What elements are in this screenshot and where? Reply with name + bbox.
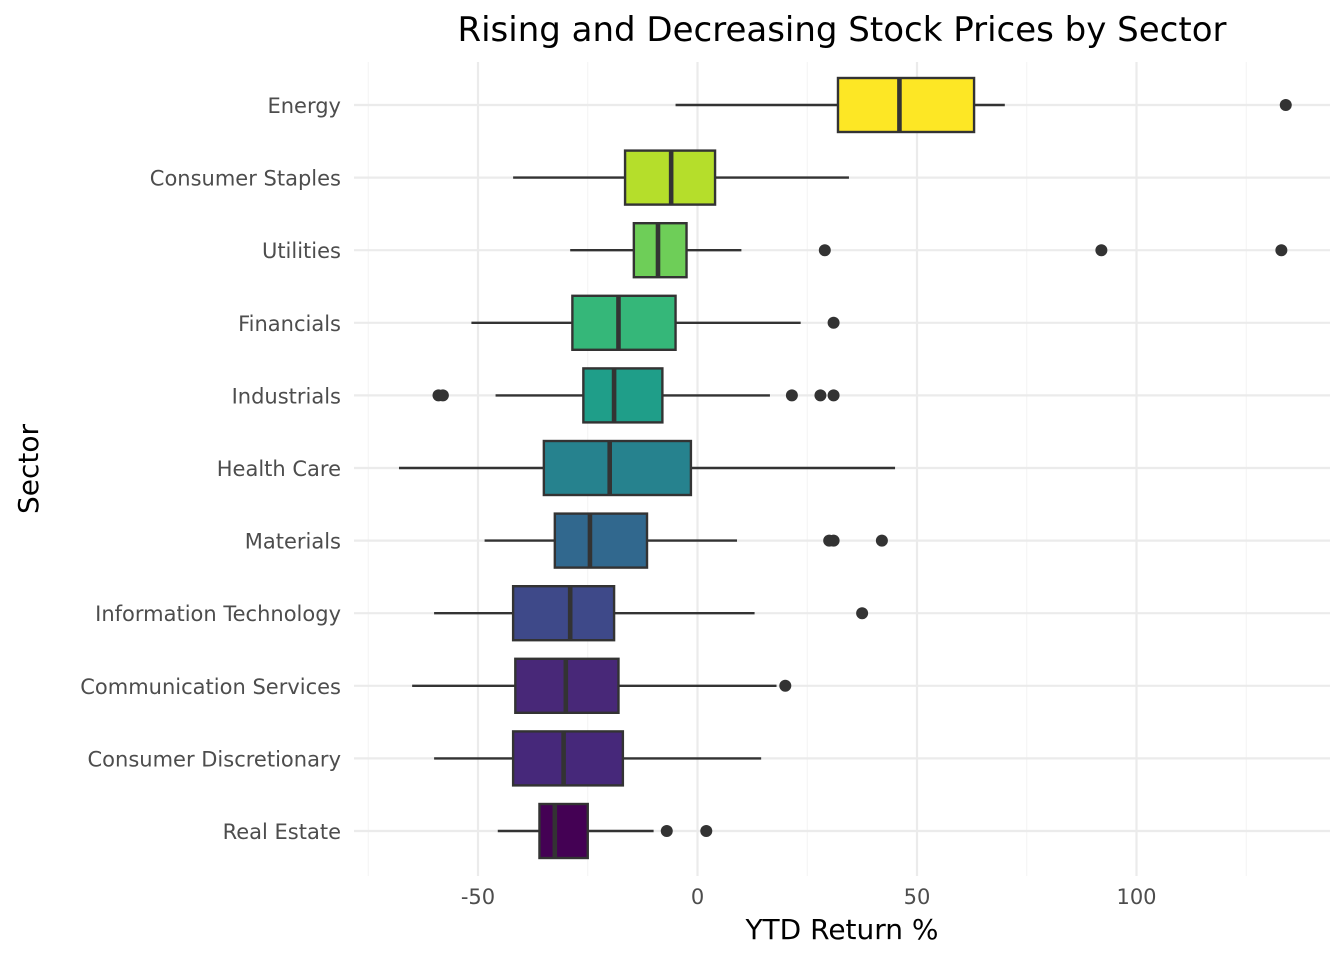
outlier-point	[1275, 244, 1288, 257]
box	[542, 439, 693, 497]
box	[836, 76, 976, 134]
boxes	[398, 76, 1292, 860]
box	[553, 512, 649, 569]
box	[511, 585, 616, 642]
y-tick-label: Materials	[245, 530, 341, 554]
outlier-point	[700, 825, 713, 837]
y-tick-label: Consumer Discretionary	[88, 747, 342, 771]
y-tick-label: Real Estate	[223, 820, 341, 844]
outlier-point	[827, 534, 840, 547]
y-tick-label: Information Technology	[95, 602, 341, 626]
x-tick-label: 0	[691, 885, 704, 909]
outlier-point	[827, 316, 840, 329]
y-tick-label: Financials	[238, 312, 341, 336]
outlier-point	[779, 679, 792, 692]
x-axis-title: YTD Return %	[744, 913, 938, 946]
outlier-point	[660, 825, 673, 837]
outlier-point	[875, 534, 888, 547]
outlier-point	[1279, 99, 1292, 111]
outlier-point	[436, 389, 449, 402]
y-tick-label: Communication Services	[80, 675, 341, 699]
y-tick-label: Consumer Staples	[150, 167, 341, 191]
x-tick-label: 50	[904, 885, 931, 909]
y-tick-label: Energy	[267, 94, 341, 118]
chart-title: Rising and Decreasing Stock Prices by Se…	[457, 10, 1226, 50]
tick-labels: Energy Consumer Staples Utilities Financial…	[80, 94, 1156, 909]
box	[538, 802, 589, 860]
outlier-point	[856, 607, 869, 620]
outlier-point	[1095, 244, 1108, 257]
y-tick-label: Industrials	[232, 384, 341, 408]
outlier-point	[785, 389, 798, 402]
box	[571, 294, 677, 351]
box	[511, 730, 625, 787]
y-tick-label: Utilities	[262, 239, 341, 263]
outlier-point	[827, 389, 840, 402]
x-tick-label: 100	[1116, 885, 1156, 909]
box	[582, 367, 664, 424]
outlier-point	[818, 244, 831, 257]
y-tick-label: Health Care	[217, 457, 341, 481]
y-axis-title: Sector	[12, 424, 45, 515]
outlier-point	[814, 389, 827, 402]
x-tick-label: -50	[461, 885, 495, 909]
